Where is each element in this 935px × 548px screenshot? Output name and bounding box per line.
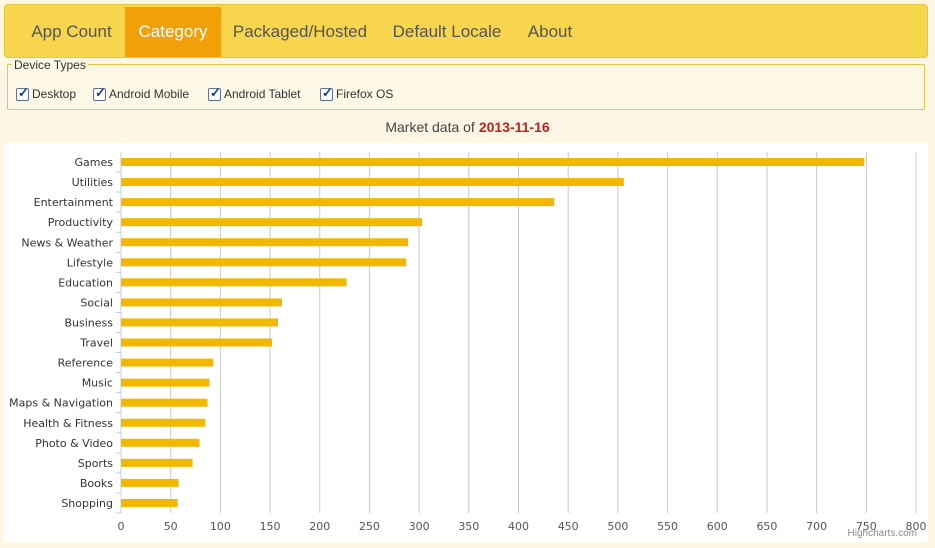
highcharts-credit[interactable]: Highcharts.com — [847, 528, 917, 539]
tab-default-locale[interactable]: Default Locale — [392, 22, 502, 41]
desktop-label[interactable]: Desktop — [32, 87, 77, 101]
bar — [121, 318, 279, 327]
bar — [121, 178, 624, 187]
desktop-checkbox[interactable]: ✓ — [16, 85, 29, 101]
bar — [121, 198, 555, 207]
android-mobile-label[interactable]: Android Mobile — [109, 87, 190, 101]
market-date: 2013-11-16 — [478, 119, 550, 135]
x-tick-label: 700 — [806, 520, 827, 533]
checkmark-icon: ✓ — [18, 85, 29, 100]
x-tick-label: 750 — [856, 520, 877, 533]
y-tick-label: Shopping — [61, 497, 113, 510]
device-types-legend: Device Types — [12, 58, 88, 72]
x-tick-label: 450 — [558, 520, 579, 533]
tab-category[interactable]: Category — [125, 7, 221, 57]
y-tick-label: Books — [80, 477, 113, 490]
x-tick-label: 550 — [657, 520, 678, 533]
x-tick-label: 150 — [260, 520, 281, 533]
bar — [121, 158, 865, 167]
x-tick-label: 250 — [359, 520, 380, 533]
bar — [121, 298, 282, 307]
market-data-heading: Market data of 2013-11-16 — [0, 119, 935, 135]
y-tick-label: Business — [64, 316, 113, 329]
category-bar-chart: 0 50 100 150 200 250 300 350 400 450 500 550 600 650 7… — [9, 152, 927, 533]
y-tick-label: Utilities — [72, 176, 114, 189]
bar — [121, 238, 409, 247]
bar — [121, 458, 193, 467]
x-tick-label: 500 — [607, 520, 628, 533]
x-tick-label: 200 — [309, 520, 330, 533]
android-tablet-checkbox[interactable]: ✓ — [208, 85, 221, 101]
bar — [121, 438, 200, 447]
y-tick-label: Education — [58, 276, 113, 289]
bar — [121, 478, 179, 487]
android-tablet-label[interactable]: Android Tablet — [224, 87, 301, 101]
y-tick-label: Maps & Navigation — [9, 397, 113, 410]
bar — [121, 338, 273, 347]
bar — [121, 418, 206, 427]
android-mobile-checkbox[interactable]: ✓ — [93, 85, 106, 101]
x-tick-label: 400 — [508, 520, 529, 533]
y-tick-label: Productivity — [48, 216, 114, 229]
x-tick-label: 50 — [164, 520, 178, 533]
x-tick-label: 100 — [210, 520, 231, 533]
firefox-os-checkbox[interactable]: ✓ — [320, 85, 333, 101]
x-tick-label: 300 — [409, 520, 430, 533]
chart-panel: 0 50 100 150 200 250 300 350 400 450 500 550 600 650 7… — [4, 143, 928, 542]
y-tick-label: Sports — [78, 457, 114, 470]
bar — [121, 398, 208, 407]
y-tick-label: Social — [80, 296, 113, 309]
tab-packaged-hosted[interactable]: Packaged/Hosted — [232, 22, 368, 41]
y-tick-label: Health & Fitness — [23, 417, 113, 430]
y-tick-label: Lifestyle — [67, 256, 113, 269]
y-tick-label: News & Weather — [21, 236, 113, 249]
checkmark-icon: ✓ — [322, 85, 333, 100]
bar — [121, 498, 178, 507]
bar — [121, 358, 214, 367]
y-tick-label: Photo & Video — [35, 437, 113, 450]
y-tick-label: Reference — [58, 357, 114, 370]
market-data-label: Market data of — [385, 119, 475, 135]
y-tick-label: Games — [75, 156, 114, 169]
x-tick-label: 800 — [906, 520, 927, 533]
tab-app-count[interactable]: App Count — [31, 22, 112, 41]
checkmark-icon: ✓ — [95, 85, 106, 100]
bar — [121, 258, 407, 267]
y-tick-label: Travel — [79, 337, 113, 350]
x-tick-label: 600 — [707, 520, 728, 533]
bar — [121, 218, 423, 227]
tab-about[interactable]: About — [527, 22, 573, 41]
x-tick-label: 650 — [756, 520, 777, 533]
bar — [121, 278, 347, 287]
checkmark-icon: ✓ — [210, 85, 221, 100]
device-types-fieldset: Device Types ✓ Desktop ✓ Android Mobile … — [7, 58, 925, 110]
top-navbar: App Count Category Packaged/Hosted Defau… — [4, 4, 928, 58]
y-tick-label: Entertainment — [34, 196, 114, 209]
y-tick-label: Music — [82, 377, 113, 390]
x-tick-label: 0 — [118, 520, 125, 533]
x-tick-label: 350 — [458, 520, 479, 533]
bar — [121, 378, 210, 387]
firefox-os-label[interactable]: Firefox OS — [336, 87, 394, 101]
